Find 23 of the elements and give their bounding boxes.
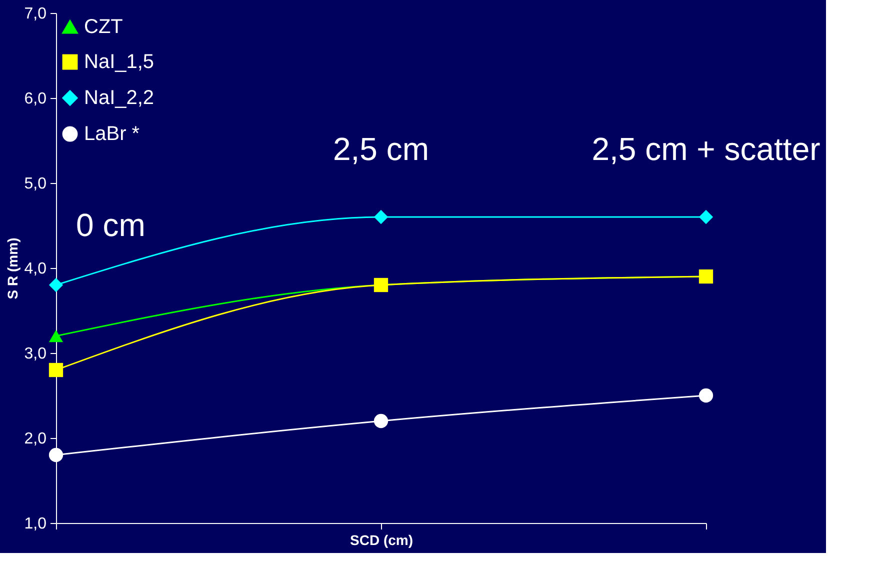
y-tick-label: 3,0 [24,346,47,362]
x-axis-title: SCD (cm) [350,532,414,548]
y-tick-label: 4,0 [24,260,47,278]
legend-label: CZT [84,16,123,38]
legend-label: NaI_1,5 [84,51,154,73]
point [48,362,64,378]
legend-label: NaI_2,2 [84,87,154,109]
annotation: 0 cm [76,207,146,243]
point [48,278,64,292]
y-tick-label: 2,0 [24,430,47,448]
annotation: 2,5 cm + scatter [592,131,821,167]
point [698,210,714,224]
point [374,210,388,224]
y-tick-label: 6,0 [24,90,47,108]
annotation: 2,5 cm [332,131,430,167]
y-axis-title: S R (mm) [4,238,20,300]
legend-label: LaBr * [84,123,140,145]
point [698,388,714,403]
point [374,414,388,428]
y-tick-label: 5,0 [24,176,47,192]
point [48,448,64,462]
y-tick-label: 7,0 [24,6,47,22]
y-tick-label: 1,0 [24,516,47,532]
